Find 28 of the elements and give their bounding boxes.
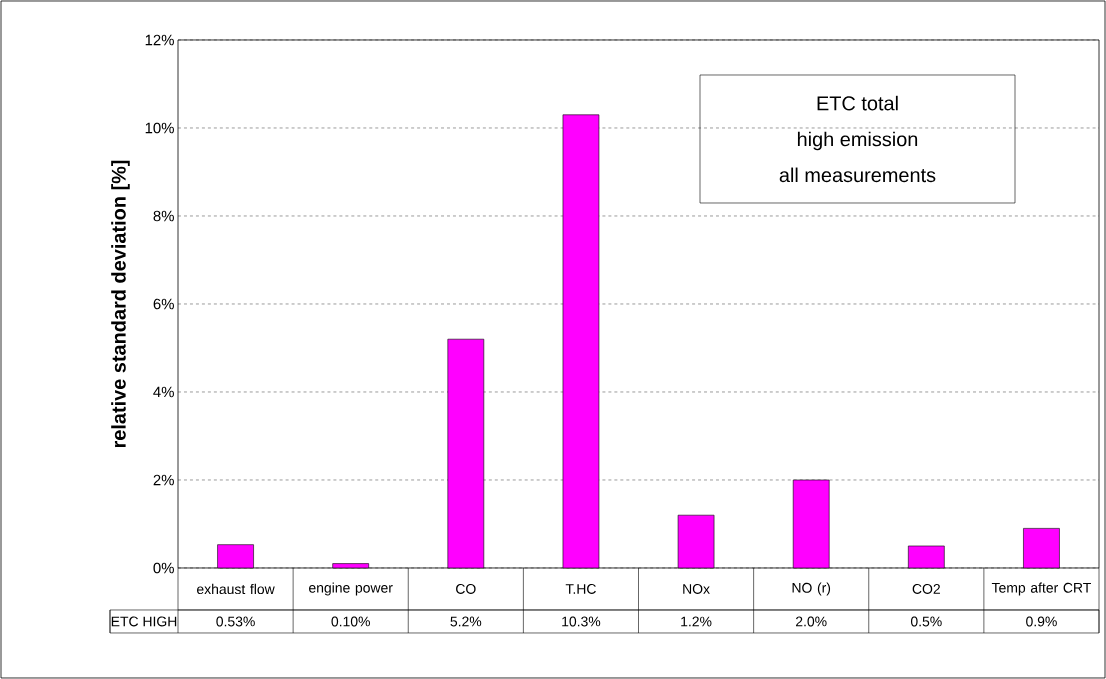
y-tick-label: 2% xyxy=(153,474,174,486)
x-tick-label: engine power xyxy=(309,582,393,596)
annotation: high emission xyxy=(797,131,918,151)
data-label: 2.0% xyxy=(796,616,827,627)
y-tick-label: 8% xyxy=(153,210,174,222)
x-tick-label: CO2 xyxy=(912,584,940,594)
data-label: 0.53% xyxy=(216,616,255,627)
y-tick-label: 12% xyxy=(145,34,174,46)
x-tick-label: NOx xyxy=(683,584,710,594)
y-axis-title: relative standard deviation [%] xyxy=(111,160,130,448)
data-label: 5.2% xyxy=(450,616,482,627)
y-tick-label: 0% xyxy=(153,562,174,574)
annotation: all measurements xyxy=(779,167,936,183)
legend-label: ETC HIGH xyxy=(111,616,177,627)
data-label: 0.9% xyxy=(1026,616,1057,627)
x-tick-label: NO (r) xyxy=(792,582,831,596)
y-tick-label: 4% xyxy=(153,386,174,398)
x-tick-label: T.HC xyxy=(565,584,596,594)
data-label: 1.2% xyxy=(681,616,712,627)
y-tick-label: 6% xyxy=(153,298,174,310)
data-label: 10.3% xyxy=(562,616,601,627)
data-label: 0.5% xyxy=(910,616,942,627)
y-tick-label: 10% xyxy=(145,122,174,134)
x-tick-label: exhaust flow xyxy=(197,583,275,595)
x-tick-label: CO xyxy=(456,584,476,594)
annotation: ETC total xyxy=(817,95,898,111)
x-tick-label: Temp after CRT xyxy=(991,582,1091,596)
data-label: 0.10% xyxy=(331,616,370,627)
